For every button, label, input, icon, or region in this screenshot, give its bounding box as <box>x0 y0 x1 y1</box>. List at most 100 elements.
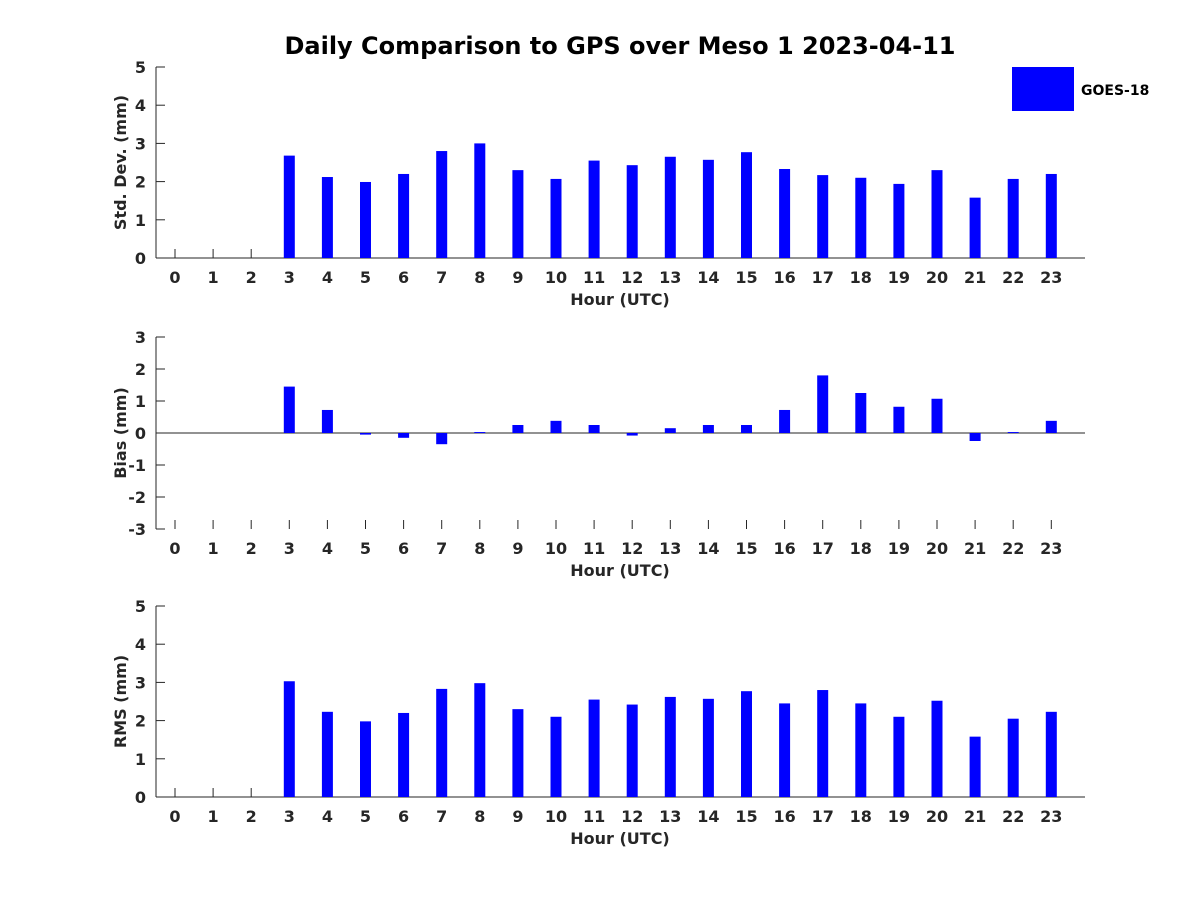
x-tick-label: 17 <box>812 539 834 558</box>
y-tick-label: -1 <box>128 456 146 475</box>
x-tick-label: 21 <box>964 268 986 287</box>
x-tick-label: 6 <box>398 268 409 287</box>
x-tick-label: 22 <box>1002 268 1024 287</box>
bar-hour-16 <box>779 168 791 258</box>
y-axis-label: Std. Dev. (mm) <box>111 95 130 230</box>
bar-hour-16 <box>779 409 791 433</box>
x-tick-label: 6 <box>398 539 409 558</box>
bar-hour-8 <box>474 143 486 258</box>
bar-hour-9 <box>512 425 524 433</box>
x-tick-label: 21 <box>964 539 986 558</box>
x-tick-label: 1 <box>208 539 219 558</box>
x-tick-label: 4 <box>322 539 333 558</box>
x-tick-label: 12 <box>621 268 643 287</box>
x-tick-label: 3 <box>284 268 295 287</box>
bar-hour-12 <box>626 704 638 797</box>
bar-hour-19 <box>893 716 905 797</box>
x-tick-label: 14 <box>697 268 719 287</box>
bar-hour-14 <box>702 159 714 258</box>
legend-swatch <box>1012 67 1074 111</box>
bar-hour-8 <box>474 432 486 434</box>
bar-hour-15 <box>741 425 752 433</box>
bar-hour-21 <box>969 197 981 258</box>
x-tick-label: 3 <box>284 807 295 826</box>
x-tick-label: 7 <box>436 268 447 287</box>
x-tick-label: 7 <box>436 807 447 826</box>
bar-hour-22 <box>1007 178 1019 258</box>
bar-hour-4 <box>321 409 333 433</box>
x-tick-label: 19 <box>888 539 910 558</box>
x-tick-label: 11 <box>583 807 605 826</box>
x-tick-label: 12 <box>621 539 643 558</box>
x-tick-label: 15 <box>735 807 757 826</box>
x-tick-label: 5 <box>360 268 371 287</box>
bar-hour-16 <box>779 703 791 797</box>
bar-hour-4 <box>321 177 333 258</box>
chart-title: Daily Comparison to GPS over Meso 1 2023… <box>284 32 955 60</box>
x-tick-label: 17 <box>812 268 834 287</box>
bar-hour-18 <box>855 393 867 433</box>
bar-hour-10 <box>550 178 562 258</box>
x-tick-label: 5 <box>360 539 371 558</box>
x-tick-label: 20 <box>926 268 948 287</box>
x-tick-label: 16 <box>773 539 795 558</box>
bar-hour-10 <box>550 420 562 433</box>
bar-hour-13 <box>664 696 676 797</box>
x-tick-label: 5 <box>360 807 371 826</box>
x-tick-label: 22 <box>1002 807 1024 826</box>
bar-hour-17 <box>817 375 829 433</box>
bar-hour-11 <box>588 160 600 258</box>
bar-hour-19 <box>893 183 905 258</box>
bar-hour-17 <box>817 690 829 797</box>
bar-hour-3 <box>283 386 295 433</box>
x-tick-label: 23 <box>1040 268 1062 287</box>
x-tick-label: 13 <box>659 807 681 826</box>
bar-hour-12 <box>626 165 638 258</box>
bar-hour-11 <box>588 425 600 433</box>
bar-hour-13 <box>664 156 676 258</box>
x-tick-label: 1 <box>208 268 219 287</box>
bar-hour-5 <box>360 181 371 258</box>
y-tick-label: 4 <box>135 96 146 115</box>
bar-hour-18 <box>855 177 867 258</box>
bar-hour-6 <box>398 712 410 797</box>
bar-hour-20 <box>931 398 943 433</box>
y-tick-label: 5 <box>135 597 146 616</box>
y-tick-label: 3 <box>135 134 146 153</box>
legend: GOES-18 <box>1012 67 1149 111</box>
bar-hour-6 <box>398 433 410 438</box>
x-tick-label: 15 <box>735 268 757 287</box>
bar-hour-20 <box>931 170 943 258</box>
x-tick-label: 23 <box>1040 807 1062 826</box>
x-tick-label: 13 <box>659 539 681 558</box>
bar-hour-9 <box>512 709 524 797</box>
bar-hour-3 <box>283 681 295 797</box>
bar-hour-5 <box>360 721 371 797</box>
x-tick-label: 16 <box>773 268 795 287</box>
bar-hour-22 <box>1007 432 1019 434</box>
x-tick-label: 23 <box>1040 539 1062 558</box>
y-tick-label: -2 <box>128 488 146 507</box>
x-tick-label: 10 <box>545 807 567 826</box>
bar-hour-11 <box>588 699 600 797</box>
x-tick-label: 17 <box>812 807 834 826</box>
bar-hour-22 <box>1007 718 1019 797</box>
x-tick-label: 2 <box>246 807 257 826</box>
bar-hour-7 <box>436 151 448 258</box>
x-tick-label: 1 <box>208 807 219 826</box>
bar-hour-23 <box>1045 173 1057 258</box>
y-tick-label: 1 <box>135 750 146 769</box>
x-tick-label: 12 <box>621 807 643 826</box>
x-tick-label: 0 <box>169 807 180 826</box>
x-axis-label: Hour (UTC) <box>570 829 670 848</box>
bar-hour-15 <box>741 691 752 797</box>
x-tick-label: 21 <box>964 807 986 826</box>
bar-hour-6 <box>398 173 410 258</box>
bar-hour-7 <box>436 433 448 445</box>
y-tick-label: 2 <box>135 360 146 379</box>
y-tick-label: 2 <box>135 173 146 192</box>
legend-label: GOES-18 <box>1081 83 1149 99</box>
